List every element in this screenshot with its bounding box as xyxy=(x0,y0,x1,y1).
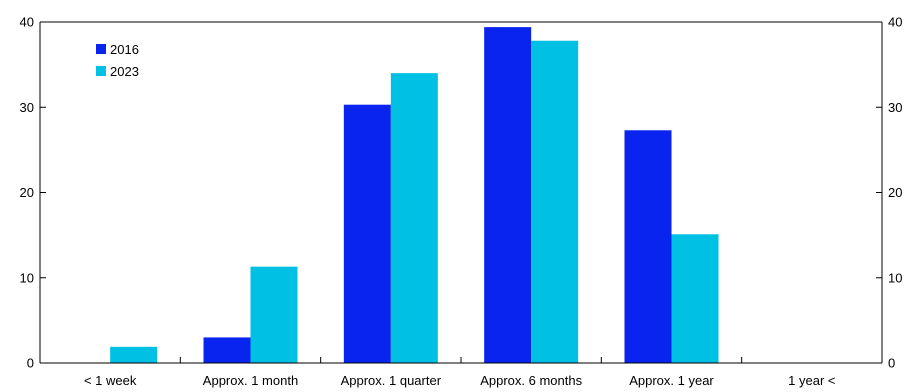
bar-2023-4 xyxy=(671,234,719,363)
x-tick-label: < 1 week xyxy=(84,373,137,388)
axes-layer xyxy=(39,21,883,364)
bars-layer xyxy=(110,27,719,364)
legend-swatch-2023 xyxy=(96,66,106,76)
x-tick-label: 1 year < xyxy=(788,373,835,388)
y-tick-label-right: 40 xyxy=(888,15,902,30)
bar-2016-1 xyxy=(203,337,251,363)
legend-label-2023: 2023 xyxy=(110,64,139,79)
x-tick-label: Approx. 6 months xyxy=(480,373,582,388)
y-tick-label-left: 0 xyxy=(27,356,34,371)
legend: 2016 2023 xyxy=(96,42,139,79)
x-tick-label: Approx. 1 quarter xyxy=(341,373,442,388)
bar-2016-4 xyxy=(624,130,672,363)
y-tick-label-right: 30 xyxy=(888,100,902,115)
y-tick-label-left: 30 xyxy=(20,100,34,115)
labels-layer: 0 0 10 10 20 20 30 30 40 40 < 1 week Approx. 1 mont… xyxy=(20,15,903,389)
legend-swatch-2016 xyxy=(96,44,106,54)
bar-2023-0 xyxy=(110,346,158,363)
x-tick-label: Approx. 1 month xyxy=(203,373,298,388)
x-tick-label: Approx. 1 year xyxy=(629,373,714,388)
y-tick-label-right: 20 xyxy=(888,185,902,200)
y-tick-label-left: 10 xyxy=(20,270,34,285)
bar-2023-1 xyxy=(250,266,298,363)
y-tick-label-right: 10 xyxy=(888,270,902,285)
bar-2016-2 xyxy=(343,104,391,363)
y-tick-label-left: 40 xyxy=(20,15,34,30)
y-tick-label-right: 0 xyxy=(888,356,895,371)
legend-label-2016: 2016 xyxy=(110,42,139,57)
bar-2023-2 xyxy=(390,73,438,364)
bar-2016-3 xyxy=(484,27,532,364)
y-tick-label-left: 20 xyxy=(20,185,34,200)
bar-2023-3 xyxy=(531,40,579,363)
